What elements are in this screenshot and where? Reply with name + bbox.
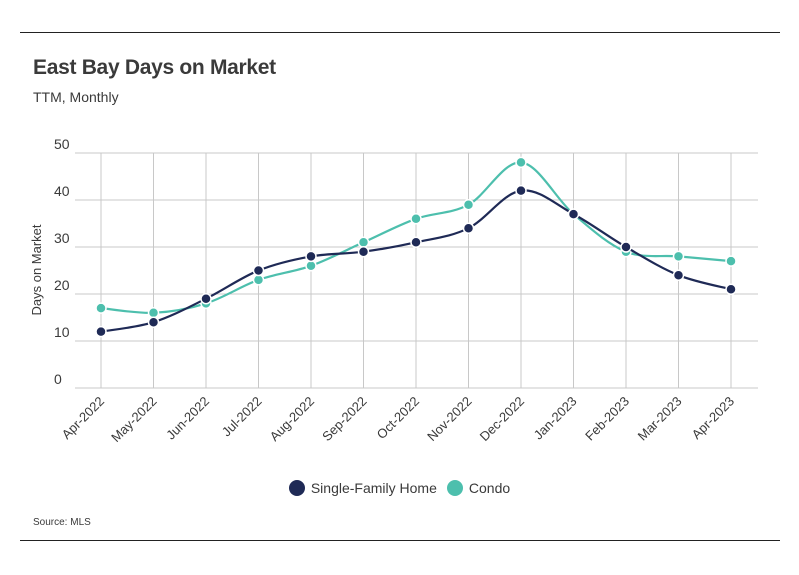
- data-point-condo: [357, 236, 370, 249]
- legend-label-condo: Condo: [468, 480, 511, 496]
- data-point-single-family: [567, 208, 580, 220]
- legend-label-single-family: Single-Family Home: [310, 480, 437, 496]
- data-point-single-family: [200, 292, 212, 305]
- y-tick-labels: 0 10 20 30 40 50: [54, 136, 70, 387]
- x-tick-label: Aug-2022: [267, 394, 317, 444]
- data-point-single-family: [515, 184, 527, 197]
- data-point-single-family: [725, 283, 737, 296]
- x-tick-label: Apr-2023: [689, 394, 737, 442]
- data-point-condo: [410, 213, 422, 225]
- legend-swatch-single-family: [288, 480, 305, 496]
- y-tick-label: 0: [54, 371, 62, 387]
- x-tick-label: Jun-2022: [163, 394, 212, 443]
- data-point-single-family: [305, 250, 317, 263]
- chart-subtitle: TTM, Monthly: [33, 89, 119, 105]
- data-point-condo: [95, 302, 107, 314]
- x-tick-label: Mar-2023: [635, 394, 685, 444]
- x-tick-label: Apr-2022: [59, 394, 107, 442]
- data-point-condo: [462, 198, 475, 211]
- data-point-single-family: [95, 325, 107, 338]
- data-point-condo: [147, 307, 160, 319]
- series-layer: [95, 156, 737, 338]
- legend-swatch-condo: [446, 480, 463, 496]
- y-tick-label: 50: [54, 136, 70, 152]
- y-tick-label: 20: [54, 277, 70, 293]
- data-point-condo: [672, 250, 685, 263]
- data-point-single-family: [462, 222, 475, 234]
- x-tick-labels: Apr-2022 May-2022 Jun-2022 Jul-2022 Aug-2022…: [59, 394, 737, 445]
- y-tick-label: 10: [54, 324, 70, 340]
- x-tick-label: Jan-2023: [531, 394, 580, 443]
- y-tick-label: 30: [54, 230, 70, 246]
- data-point-single-family: [357, 245, 370, 258]
- x-tick-label: Feb-2023: [582, 394, 632, 444]
- data-point-single-family: [410, 236, 422, 249]
- legend-item-single-family[interactable]: Single-Family Home: [288, 480, 437, 496]
- top-rule: [20, 32, 780, 33]
- data-point-single-family: [147, 316, 160, 328]
- source-note: Source: MLS: [33, 517, 91, 528]
- data-point-single-family: [672, 269, 685, 281]
- x-tick-label: Sep-2022: [319, 394, 369, 444]
- y-axis-label: Days on Market: [29, 224, 44, 315]
- x-tick-label: Jul-2022: [219, 394, 265, 440]
- legend: Single-Family Home Condo: [0, 480, 799, 496]
- x-tick-label: Oct-2022: [374, 394, 422, 442]
- legend-item-condo[interactable]: Condo: [446, 480, 511, 496]
- y-tick-label: 40: [54, 183, 70, 199]
- data-point-condo: [252, 274, 265, 286]
- data-point-condo: [305, 260, 317, 272]
- data-point-condo: [725, 255, 737, 267]
- x-tick-label: Dec-2022: [477, 394, 527, 444]
- x-tick-label: Nov-2022: [424, 394, 474, 444]
- x-tick-label: May-2022: [108, 394, 159, 445]
- data-point-single-family: [252, 264, 265, 277]
- bottom-rule: [20, 540, 780, 541]
- grid-layer: [75, 152, 758, 389]
- data-point-single-family: [620, 241, 632, 253]
- chart-title: East Bay Days on Market: [33, 56, 276, 79]
- data-point-condo: [515, 156, 527, 169]
